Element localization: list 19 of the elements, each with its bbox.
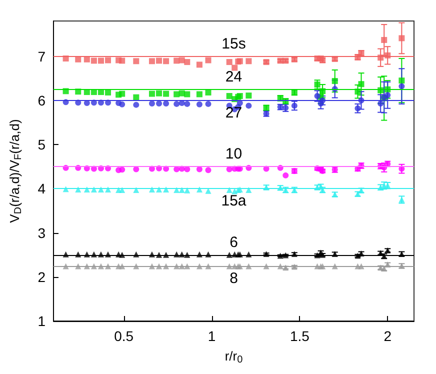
y-tick-label: 7 <box>38 48 46 64</box>
x-tick-label: 0.5 <box>114 328 134 344</box>
y-tick-label: 5 <box>38 136 46 153</box>
y-tick-label: 4 <box>38 180 46 197</box>
y-tick-label: 6 <box>38 92 46 108</box>
x-tick-label: 2 <box>384 328 392 344</box>
y-tick-label: 2 <box>38 268 46 285</box>
annotation: 8 <box>230 270 238 287</box>
x-tick-label: 1 <box>208 328 216 344</box>
annotation: 27 <box>225 104 242 122</box>
annotation: 10 <box>225 146 242 163</box>
y-tick-label: 3 <box>38 224 46 241</box>
y-axis-title: VD(r/a,d)/VF(r/a,d) <box>7 119 24 223</box>
annotation: 6 <box>230 234 238 251</box>
annotation: 15s <box>222 35 246 52</box>
y-tick-label: 1 <box>38 313 46 329</box>
annotation: 15a <box>221 192 247 210</box>
x-tick-label: 1.5 <box>290 328 310 344</box>
annotation: 24 <box>225 68 242 86</box>
